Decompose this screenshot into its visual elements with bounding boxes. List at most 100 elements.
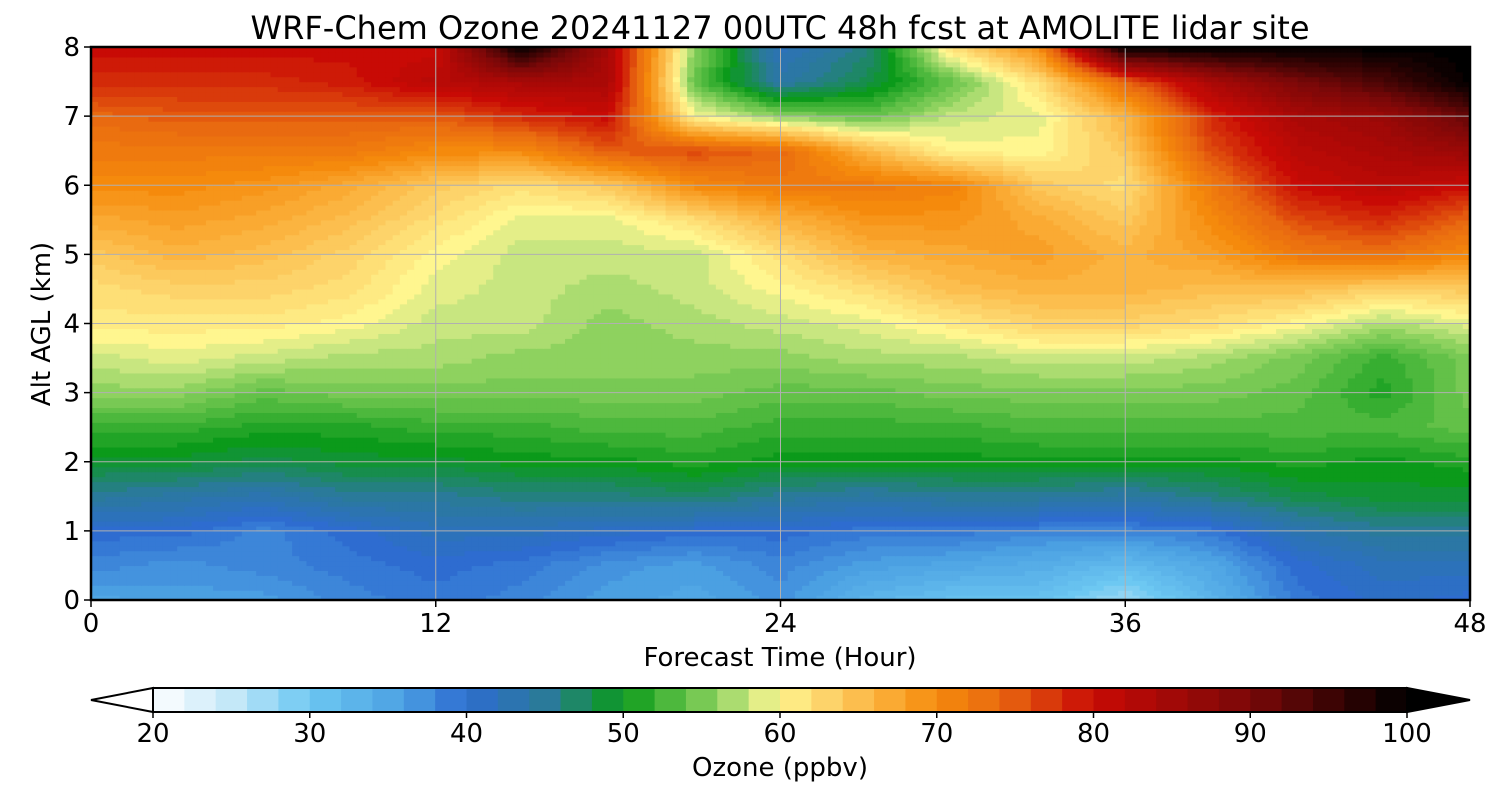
ozone-cell bbox=[557, 496, 566, 502]
ozone-cell bbox=[1268, 595, 1277, 600]
ozone-cell bbox=[399, 491, 408, 497]
ozone-cell bbox=[1383, 565, 1392, 571]
ozone-cell bbox=[974, 506, 983, 512]
ozone-cell bbox=[148, 501, 157, 507]
ozone-cell bbox=[371, 486, 379, 492]
ozone-cell bbox=[371, 511, 379, 517]
ozone-cell bbox=[967, 590, 976, 596]
ozone-cell bbox=[1010, 501, 1019, 507]
ozone-cell bbox=[227, 565, 236, 571]
ozone-cell bbox=[622, 516, 631, 522]
ozone-cell bbox=[931, 540, 940, 547]
ozone-cell bbox=[1182, 585, 1191, 591]
ozone-cell bbox=[809, 481, 818, 488]
ozone-cell bbox=[960, 590, 968, 596]
ozone-cell bbox=[701, 560, 710, 567]
ozone-cell bbox=[241, 516, 250, 522]
ozone-cell bbox=[1074, 476, 1083, 483]
ozone-cell bbox=[1261, 511, 1270, 517]
ozone-cell bbox=[112, 590, 121, 596]
ozone-cell bbox=[270, 496, 279, 502]
ozone-cell bbox=[529, 575, 537, 581]
ozone-cell bbox=[428, 496, 437, 502]
ozone-cell bbox=[823, 595, 832, 600]
ozone-cell bbox=[952, 580, 961, 586]
ozone-cell bbox=[931, 471, 940, 478]
ozone-cell bbox=[1161, 545, 1169, 552]
ozone-cell bbox=[1405, 481, 1414, 488]
ozone-cell bbox=[191, 565, 200, 571]
ozone-cell bbox=[234, 535, 243, 542]
ozone-cell bbox=[335, 555, 343, 562]
ozone-cell bbox=[995, 530, 1004, 537]
ozone-cell bbox=[486, 585, 494, 591]
ozone-cell bbox=[464, 530, 473, 537]
ozone-cell bbox=[1125, 486, 1134, 492]
ozone-cell bbox=[1448, 476, 1457, 483]
ozone-cell bbox=[708, 491, 717, 497]
ozone-cell bbox=[270, 511, 279, 517]
ozone-cell bbox=[1182, 521, 1191, 527]
ozone-cell bbox=[1175, 525, 1184, 532]
ozone-cell bbox=[1268, 545, 1277, 552]
ozone-cell bbox=[758, 545, 767, 552]
ozone-cell bbox=[1003, 476, 1011, 483]
ozone-cell bbox=[1053, 575, 1062, 581]
ozone-cell bbox=[134, 481, 142, 488]
ozone-cell bbox=[1153, 540, 1162, 547]
ozone-cell bbox=[134, 501, 142, 507]
ozone-cell bbox=[1211, 491, 1220, 497]
ozone-cell bbox=[1024, 575, 1033, 581]
ozone-cell bbox=[579, 525, 588, 532]
ozone-cell bbox=[91, 575, 99, 581]
ozone-cell bbox=[873, 590, 882, 596]
ozone-cell bbox=[284, 595, 293, 600]
ozone-cell bbox=[471, 585, 480, 591]
ozone-cell bbox=[708, 506, 717, 512]
ozone-cell bbox=[945, 486, 954, 492]
ozone-cell bbox=[730, 595, 738, 600]
ozone-cell bbox=[263, 516, 272, 522]
ozone-cell bbox=[579, 511, 588, 517]
ozone-cell bbox=[586, 486, 595, 492]
ozone-cell bbox=[328, 481, 336, 488]
ozone-cell bbox=[428, 590, 437, 596]
ozone-cell bbox=[1455, 491, 1464, 497]
ozone-cell bbox=[1211, 550, 1220, 557]
ozone-cell bbox=[119, 560, 128, 567]
ozone-cell bbox=[758, 476, 767, 483]
ozone-cell bbox=[924, 535, 932, 542]
ozone-cell bbox=[1103, 575, 1112, 581]
ozone-cell bbox=[91, 545, 99, 552]
ozone-cell bbox=[435, 570, 444, 576]
ozone-cell bbox=[105, 476, 114, 483]
ozone-cell bbox=[995, 560, 1004, 567]
ozone-cell bbox=[1297, 555, 1306, 562]
ozone-cell bbox=[809, 560, 818, 567]
ozone-cell bbox=[636, 560, 645, 567]
ozone-cell bbox=[593, 550, 602, 557]
ozone-cell bbox=[995, 595, 1004, 600]
ozone-cell bbox=[385, 516, 394, 522]
ozone-cell bbox=[450, 491, 458, 497]
ozone-cell bbox=[773, 511, 782, 517]
ozone-cell bbox=[679, 585, 688, 591]
ozone-cell bbox=[1340, 585, 1349, 591]
ozone-cell bbox=[845, 540, 853, 547]
ozone-cell bbox=[371, 565, 379, 571]
ozone-cell bbox=[1153, 570, 1162, 576]
ozone-cell bbox=[636, 565, 645, 571]
ozone-cell bbox=[1161, 555, 1169, 562]
ozone-cell bbox=[651, 535, 659, 542]
ozone-cell bbox=[457, 535, 466, 542]
ozone-cell bbox=[636, 516, 645, 522]
ozone-cell bbox=[399, 530, 408, 537]
ozone-cell bbox=[701, 525, 710, 532]
ozone-cell bbox=[565, 545, 573, 552]
ozone-cell bbox=[615, 501, 624, 507]
ozone-cell bbox=[493, 525, 501, 532]
ozone-cell bbox=[442, 476, 451, 483]
ozone-cell bbox=[1110, 535, 1119, 542]
ozone-cell bbox=[1053, 590, 1062, 596]
ozone-cell bbox=[816, 555, 825, 562]
